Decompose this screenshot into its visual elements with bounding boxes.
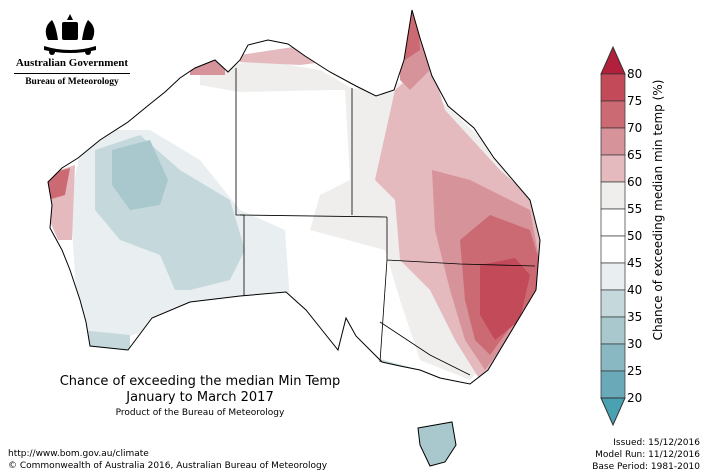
map-title: Chance of exceeding the median Min Temp J…: [20, 374, 380, 406]
colorbar-tick-label: 50: [627, 229, 643, 243]
colorbar-swatch: [600, 235, 626, 264]
logo-bureau-text: Bureau of Meteorology: [25, 77, 119, 87]
tasmania-outline: [417, 421, 457, 467]
region-75-80-east: [480, 258, 530, 340]
colorbar-tick-label: 35: [627, 310, 643, 324]
colorbar-swatch: [600, 73, 626, 102]
base-period: Base Period: 1981-2010: [592, 462, 700, 472]
title-line-2: January to March 2017: [126, 390, 274, 405]
colorbar-swatch: [600, 181, 626, 210]
colorbar-swatch: [600, 262, 626, 291]
colorbar-swatch: [600, 127, 626, 156]
colorbar-tick-label: 45: [627, 256, 643, 270]
colorbar-swatch: [600, 208, 626, 237]
colorbar-swatch: [600, 370, 626, 399]
colorbar-tick-label: 30: [627, 337, 643, 351]
colorbar-swatch: [600, 154, 626, 183]
colorbar-tick-label: 60: [627, 175, 643, 189]
colorbar-tick-label: 65: [627, 148, 643, 162]
colorbar-tick-label: 70: [627, 121, 643, 135]
copyright-text: © Commonwealth of Australia 2016, Austra…: [8, 461, 328, 471]
colorbar-swatch: [600, 343, 626, 372]
colorbar-tick-label: 75: [627, 94, 643, 108]
logo-government-text: Australian Government: [15, 57, 129, 69]
colorbar-label: Chance of exceeding median min temp (%): [651, 79, 665, 341]
forecast-metadata: Issued: 15/12/2016 Model Run: 11/12/2016 B…: [592, 437, 700, 473]
colorbar-swatch: [600, 316, 626, 345]
colorbar-tick-label: 80: [627, 67, 643, 81]
logo-divider: [14, 73, 130, 74]
colorbar-under-arrow: [600, 397, 626, 427]
colorbar-tick-label: 40: [627, 283, 643, 297]
colorbar: [600, 46, 626, 427]
title-line-1: Chance of exceeding the median Min Temp: [59, 374, 341, 389]
state-borders: [235, 68, 536, 376]
bom-url-link[interactable]: http://www.bom.gov.au/climate: [8, 449, 149, 459]
model-run-date: Model Run: 11/12/2016: [595, 450, 700, 460]
colorbar-swatch: [600, 100, 626, 129]
issued-date: Issued: 15/12/2016: [613, 438, 700, 448]
colorbar-tick-label: 25: [627, 364, 643, 378]
region-30-35-west: [112, 140, 168, 210]
colorbar-tick-label: 55: [627, 202, 643, 216]
colorbar-swatch: [600, 289, 626, 318]
colorbar-tick-label: 20: [627, 391, 643, 405]
product-credit: Product of the Bureau of Meteorology: [115, 408, 285, 418]
colorbar-over-arrow: [600, 46, 626, 75]
coat-of-arms-logo: [44, 14, 96, 55]
